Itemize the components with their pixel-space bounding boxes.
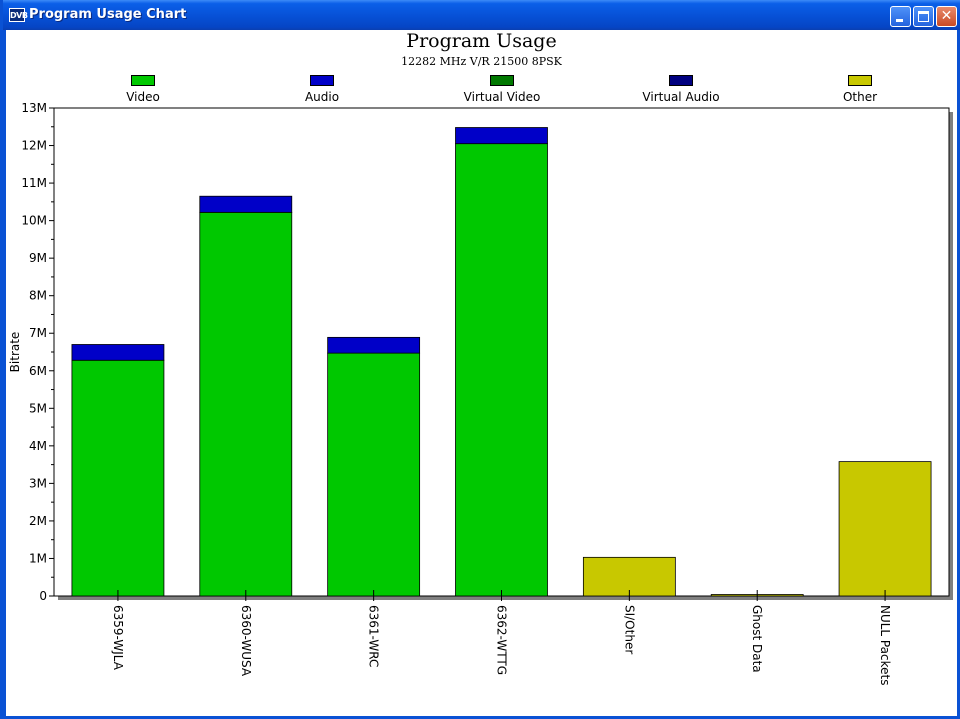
legend-swatch-virtual-audio <box>669 75 693 86</box>
y-tick-label: 3M <box>29 476 47 490</box>
bar-audio <box>327 336 421 354</box>
x-tick-label: 6360-WUSA <box>239 605 253 677</box>
legend-label-virtual-video: Virtual Video <box>463 90 541 104</box>
bar-other <box>838 461 932 597</box>
chart-title: Program Usage <box>406 30 557 52</box>
legend-swatch-video <box>131 75 155 86</box>
legend-item-video: Video <box>63 75 223 104</box>
legend-swatch-audio <box>310 75 334 86</box>
legend-label-video: Video <box>126 90 160 104</box>
legend-label-other: Other <box>842 90 878 104</box>
x-tick-label: SI/Other <box>622 605 636 654</box>
x-tick-label: 6359-WJLA <box>111 605 125 671</box>
legend-label-audio: Audio <box>304 90 340 104</box>
legend-item-virtual-video: Virtual Video <box>422 75 582 104</box>
window-title: Program Usage Chart <box>29 7 187 22</box>
bar-audio <box>455 127 548 145</box>
bar-other <box>582 556 676 597</box>
y-tick-label: 5M <box>29 401 47 415</box>
y-tick-label: 12M <box>21 139 47 153</box>
chart-subtitle: 12282 MHz V/R 21500 8PSK <box>401 55 562 68</box>
y-tick-label: 10M <box>21 214 47 228</box>
title-bar[interactable]: DVB Program Usage Chart ✕ <box>3 0 960 30</box>
dvb-app-icon[interactable]: DVB <box>9 8 28 22</box>
bar-video <box>199 211 293 597</box>
bar-video <box>71 359 165 597</box>
y-tick-label: 11M <box>21 176 47 190</box>
legend-swatch-virtual-video <box>490 75 514 86</box>
minimize-icon <box>896 19 903 22</box>
x-tick-label: Ghost Data <box>750 605 764 673</box>
legend-label-virtual-audio: Virtual Audio <box>642 90 720 104</box>
close-icon: ✕ <box>940 8 953 24</box>
bar-video <box>455 143 548 597</box>
maximize-button[interactable] <box>913 6 934 27</box>
legend-item-audio: Audio <box>242 75 402 104</box>
bar-chart: 0 1M 2M 3M 4M 5M 6M 7M 8M 9M 10M 11M 12M 13M Bitrate 63… <box>8 101 953 685</box>
legend-item-other: Other <box>780 75 940 104</box>
chart-area: Program Usage 12282 MHz V/R 21500 8PSK V… <box>6 30 957 716</box>
bar-video <box>327 352 421 597</box>
close-button[interactable]: ✕ <box>936 6 957 27</box>
y-tick-label: 4M <box>29 439 47 453</box>
y-axis-label: Bitrate <box>8 332 22 373</box>
x-tick-label: 6361-WRC <box>367 605 381 667</box>
legend-item-virtual-audio: Virtual Audio <box>601 75 761 104</box>
y-tick-label: 9M <box>29 251 47 265</box>
y-tick-label: 8M <box>29 289 47 303</box>
y-tick-label: 1M <box>29 551 47 565</box>
x-tick-label: NULL Packets <box>878 605 892 685</box>
bar-audio <box>199 195 293 213</box>
y-tick-label: 13M <box>21 101 47 115</box>
y-tick-label: 0 <box>39 589 47 603</box>
x-tick-label: 6362-WTTG <box>495 605 509 675</box>
maximize-icon <box>918 11 929 22</box>
minimize-button[interactable] <box>890 6 911 27</box>
y-tick-label: 2M <box>29 514 47 528</box>
bar-audio <box>71 344 165 361</box>
legend-swatch-other <box>848 75 872 86</box>
y-tick-label: 7M <box>29 326 47 340</box>
y-tick-label: 6M <box>29 364 47 378</box>
